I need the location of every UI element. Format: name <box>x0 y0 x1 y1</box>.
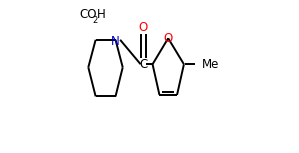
Text: CO: CO <box>79 8 97 21</box>
Text: O: O <box>164 32 173 45</box>
Text: H: H <box>97 8 106 21</box>
Text: Me: Me <box>202 58 219 71</box>
Text: O: O <box>139 21 148 34</box>
Text: 2: 2 <box>93 16 98 25</box>
Text: N: N <box>110 35 119 48</box>
Text: C: C <box>139 58 147 71</box>
